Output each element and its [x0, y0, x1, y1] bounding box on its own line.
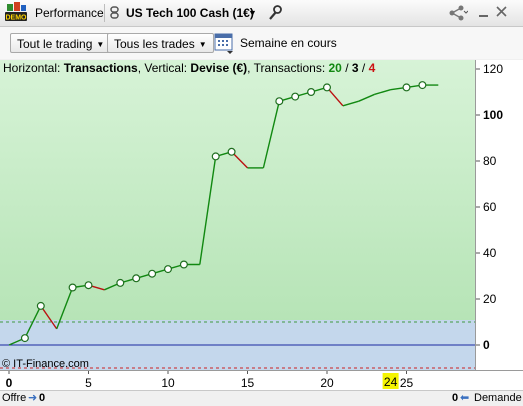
status-bar: Offre ➜ 0 0 ⬅ Demande — [0, 390, 523, 406]
legend-losers: 4 — [368, 61, 376, 75]
trading-filter-dropdown[interactable]: Tout le trading ▼ — [10, 33, 112, 53]
legend-total: 20 — [328, 61, 342, 75]
legend-slash: / — [341, 61, 352, 75]
chevron-down-icon: ▼ — [198, 40, 207, 49]
x-tick-label: 15 — [241, 376, 255, 390]
window-title: Performance — [35, 6, 104, 20]
demo-badge-icon: DEMO — [5, 2, 28, 22]
divider — [104, 4, 105, 22]
series-segment — [40, 305, 58, 330]
highlighted-x-label: 24 — [384, 375, 398, 389]
offer-value: 0 — [39, 392, 46, 404]
data-point[interactable] — [132, 274, 141, 283]
legend-horizontal-value: Transactions — [63, 61, 138, 75]
data-point[interactable] — [148, 269, 157, 278]
x-tick-label: 25 — [400, 376, 414, 390]
filter-toolbar: Tout le trading ▼ Tous les trades ▼ Semain… — [0, 27, 523, 59]
close-icon[interactable] — [494, 0, 510, 26]
demo-icon: DEMO — [4, 0, 28, 26]
chart-legend: Horizontal: Transactions, Vertical: Devi… — [3, 61, 375, 75]
link-icon[interactable] — [108, 0, 122, 26]
performance-plot[interactable] — [0, 60, 475, 370]
data-point[interactable] — [84, 281, 93, 290]
series-segment — [374, 89, 391, 95]
series-segment — [56, 287, 74, 330]
y-tick-label: 80 — [483, 154, 497, 168]
legend-winners: 3 — [351, 61, 359, 75]
legend-vertical-prefix: , Vertical: — [137, 61, 191, 75]
performance-chart — [0, 81, 475, 369]
x-axis[interactable]: 0 5 10 15 20 25 24 — [0, 370, 523, 390]
data-point[interactable] — [307, 88, 316, 97]
legend-horizontal-prefix: Horizontal: — [3, 61, 64, 75]
demand-label: Demande — [474, 392, 522, 404]
series-segment — [342, 100, 359, 107]
data-point[interactable] — [36, 301, 45, 310]
current-position-marker — [382, 373, 399, 389]
arrow-left-icon: ⬅ — [460, 392, 470, 404]
period-label: Semaine en cours — [240, 36, 337, 50]
y-tick-label: 100 — [483, 108, 503, 122]
watermark: © IT-Finance.com — [2, 358, 89, 370]
series-segment — [326, 86, 344, 107]
y-tick-label: 60 — [483, 200, 497, 214]
share-icon[interactable] — [448, 0, 469, 26]
data-point[interactable] — [227, 147, 236, 156]
y-tick-label: 120 — [483, 62, 503, 76]
data-point[interactable] — [164, 265, 173, 274]
data-point[interactable] — [20, 334, 29, 343]
chevron-down-icon: ▼ — [96, 40, 105, 49]
data-point[interactable] — [275, 97, 284, 106]
data-point[interactable] — [323, 83, 332, 92]
data-point[interactable] — [211, 152, 220, 161]
trades-filter-label: Tous les trades — [114, 37, 195, 51]
y-tick-label: 20 — [483, 292, 497, 306]
demo-badge-text: DEMO — [6, 15, 28, 22]
trading-filter-label: Tout le trading — [17, 37, 93, 51]
offer-label: Offre — [2, 392, 27, 404]
minimize-icon[interactable] — [476, 0, 492, 26]
data-point[interactable] — [418, 81, 427, 90]
series-segment — [358, 93, 375, 102]
instrument-name[interactable]: US Tech 100 Cash (1€) — [126, 6, 254, 20]
data-point[interactable] — [68, 283, 77, 292]
instrument-dropdown-icon[interactable]: ▼ — [248, 8, 257, 18]
series-segment — [199, 156, 217, 265]
legend-vertical-value: Devise (€) — [190, 61, 248, 75]
data-point[interactable] — [402, 83, 411, 92]
title-bar: DEMO Performance US Tech 100 Cash (1€) ▼ — [0, 0, 523, 27]
data-point[interactable] — [291, 92, 300, 101]
arrow-right-icon: ➜ — [28, 392, 38, 404]
y-axis[interactable]: 0 20 40 60 80 100 120 — [475, 60, 523, 370]
x-tick-label: 5 — [85, 376, 92, 390]
calendar-icon[interactable] — [214, 32, 234, 54]
x-tick-label: 20 — [320, 376, 334, 390]
y-tick-label: 40 — [483, 246, 497, 260]
demand-value: 0 — [452, 392, 459, 404]
legend-transactions-prefix: , Transactions: — [247, 61, 329, 75]
y-tick-label: 0 — [483, 338, 490, 352]
wrench-icon[interactable] — [266, 0, 282, 26]
series-segment — [24, 305, 42, 339]
x-tick-label: 0 — [6, 376, 13, 390]
data-point[interactable] — [179, 260, 188, 269]
series-segment — [262, 101, 280, 169]
data-point[interactable] — [116, 278, 125, 287]
trades-filter-dropdown[interactable]: Tous les trades ▼ — [107, 33, 214, 53]
x-tick-label: 10 — [161, 376, 175, 390]
legend-slash: / — [358, 61, 369, 75]
y-axis-ticks: 0 20 40 60 80 100 120 — [476, 62, 503, 352]
